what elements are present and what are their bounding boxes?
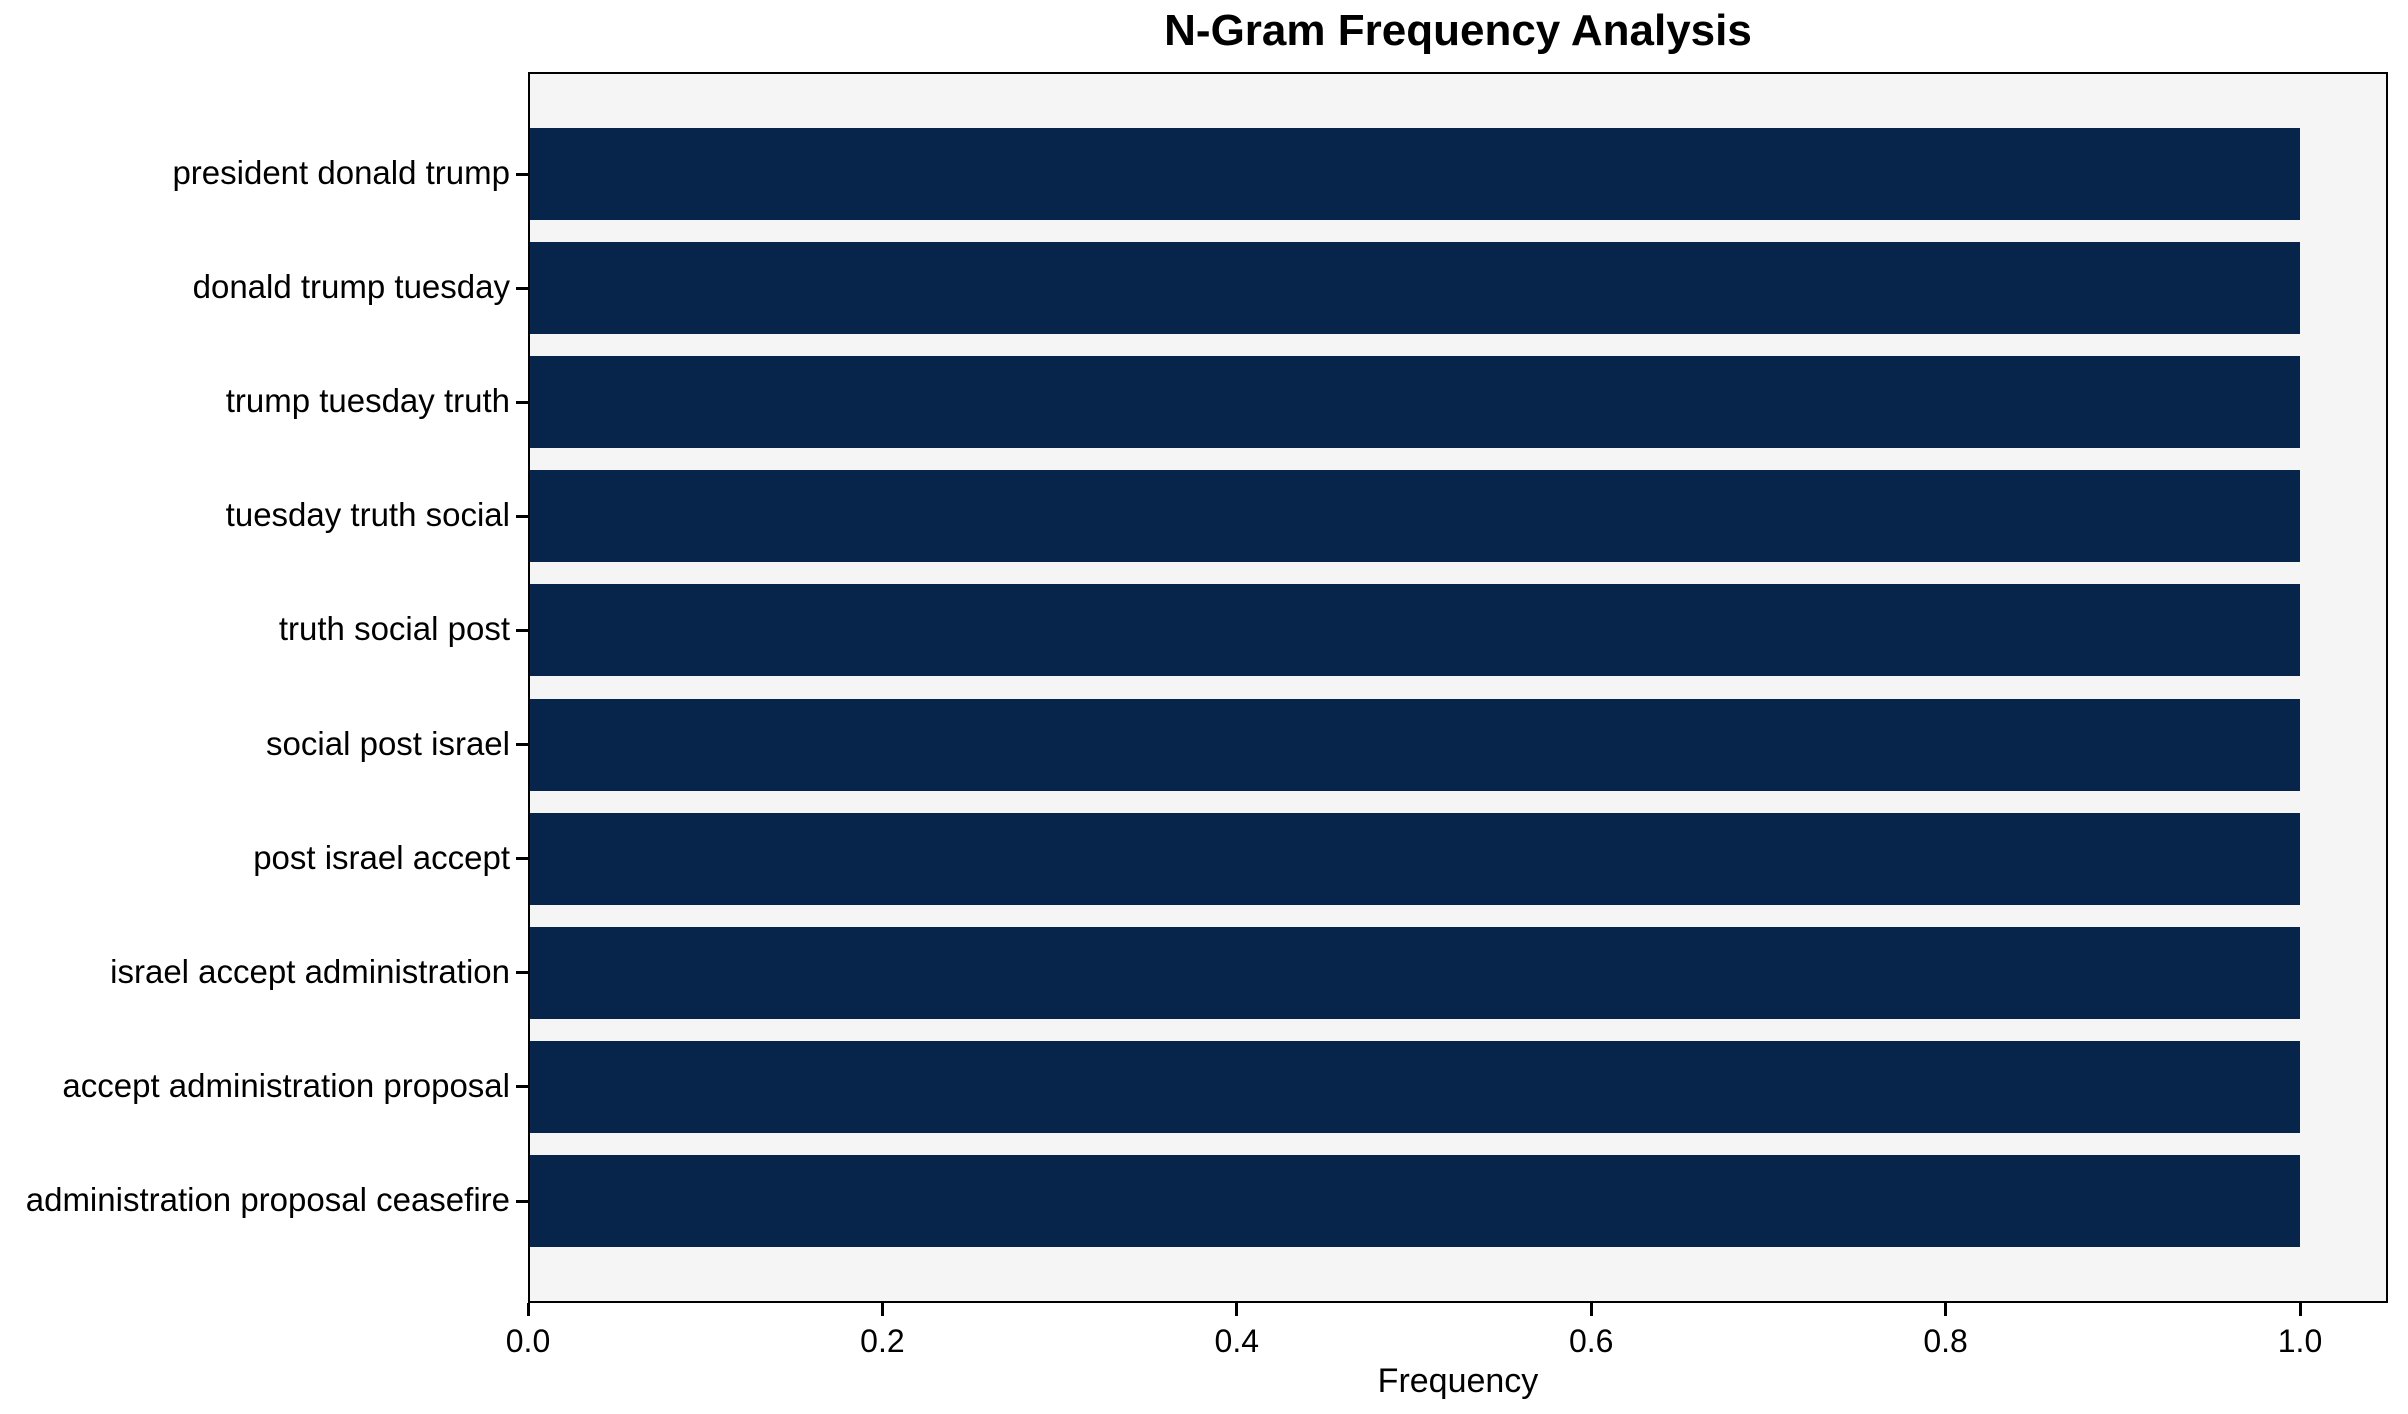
bar [528,242,2300,335]
x-axis-label: Frequency [1377,1362,1539,1400]
x-tick-label: 0.4 [1214,1323,1260,1359]
bar [528,1155,2300,1247]
x-tick-label: 0.8 [1923,1323,1968,1359]
y-tick-label: post israel accept [253,838,510,876]
y-tick-mark [516,172,528,176]
y-tick-mark [516,286,528,290]
bar [528,698,2300,791]
y-tick-label: accept administration proposal [62,1067,510,1105]
chart-title: N-Gram Frequency Analysis [1164,6,1752,55]
y-tick-label: president donald trump [172,154,510,192]
x-tick-mark [2298,1303,2302,1316]
y-tick-mark [516,628,528,632]
bar [528,128,2300,220]
y-tick-mark [516,1199,528,1203]
y-tick-label: trump tuesday truth [225,382,510,420]
bar [528,926,2300,1019]
y-tick-label: truth social post [278,610,510,648]
y-tick-mark [516,1085,528,1089]
y-tick-label: donald trump tuesday [192,268,510,306]
y-tick-mark [516,857,528,861]
y-tick-mark [516,514,528,518]
bar [528,812,2300,905]
plot-area [528,72,2388,1303]
bar [528,356,2300,449]
bar [528,584,2300,677]
bar [528,1040,2300,1133]
y-tick-label: tuesday truth social [225,496,510,534]
y-tick-mark [516,400,528,404]
x-tick-label: 0.0 [505,1323,551,1359]
x-tick-mark [526,1303,530,1316]
x-tick-label: 1.0 [2277,1323,2323,1359]
y-tick-mark [516,971,528,975]
x-tick-mark [1235,1303,1239,1316]
y-tick-label: social post israel [266,724,510,762]
y-tick-label: israel accept administration [110,953,510,991]
y-tick-mark [516,743,528,747]
x-tick-mark [880,1303,884,1316]
x-tick-mark [1589,1303,1593,1316]
bar [528,470,2300,563]
y-tick-label: administration proposal ceasefire [25,1181,510,1219]
x-tick-label: 0.2 [860,1323,905,1359]
x-tick-mark [1944,1303,1948,1316]
x-tick-label: 0.6 [1568,1323,1614,1359]
